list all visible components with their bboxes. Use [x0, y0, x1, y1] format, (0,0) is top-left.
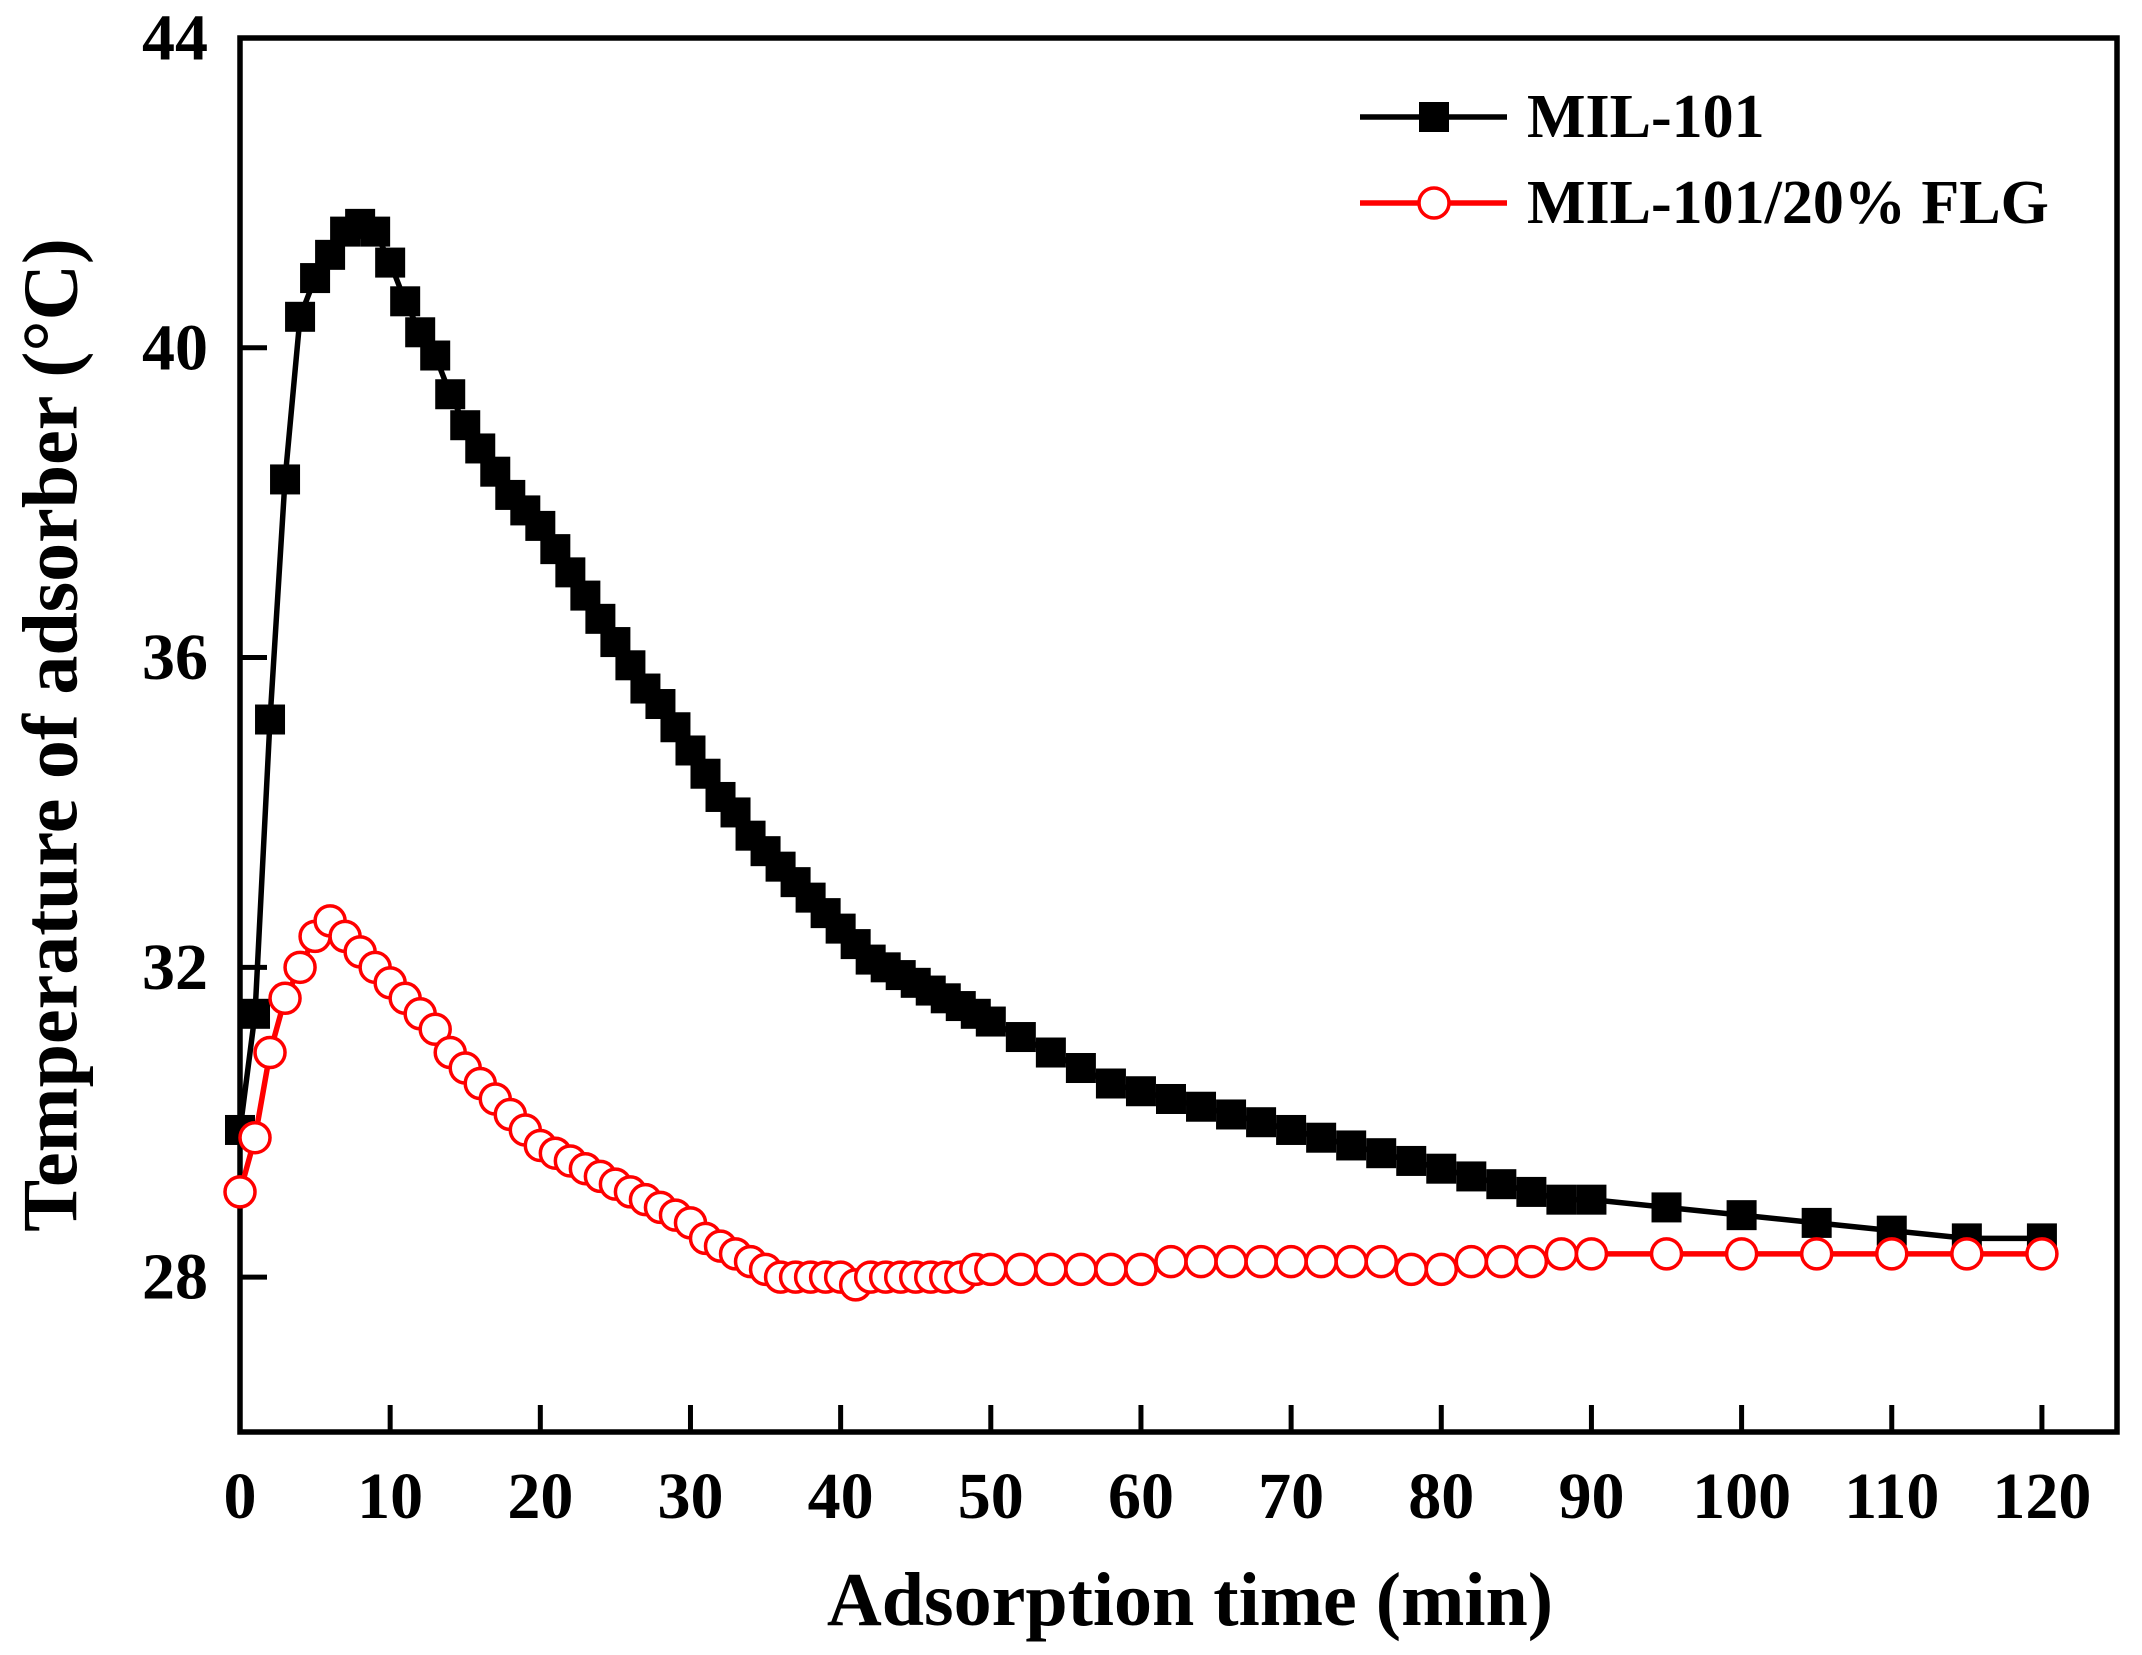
- data-point-mil-101: [1366, 1138, 1397, 1169]
- data-point-mil-101-20-flg: [283, 950, 317, 985]
- data-point-mil-101-20-flg: [1574, 1237, 1609, 1271]
- data-point-mil-101-20-flg: [223, 1175, 257, 1209]
- data-point-mil-101: [375, 247, 406, 278]
- data-point-mil-101-20-flg: [1364, 1244, 1398, 1279]
- data-point-mil-101-20-flg: [1334, 1244, 1368, 1279]
- legend-entry-mil-101-20-flg: MIL-101/20% FLG: [1360, 169, 2049, 237]
- data-point-mil-101-20-flg: [1394, 1252, 1428, 1287]
- data-point-mil-101-20-flg: [1454, 1244, 1489, 1279]
- data-point-mil-101-20-flg: [418, 1012, 452, 1047]
- data-point-mil-101: [1336, 1130, 1367, 1161]
- legend: MIL-101 MIL-101/20% FLG: [1360, 83, 2049, 237]
- data-point-mil-101: [255, 704, 286, 735]
- data-point-mil-101: [435, 379, 466, 410]
- data-point-mil-101-20-flg: [1484, 1244, 1519, 1279]
- data-point-mil-101: [1095, 1068, 1126, 1099]
- series-mil-101: [225, 208, 2057, 1254]
- legend-entry-mil-101: MIL-101: [1360, 83, 1765, 151]
- x-tick-label: 120: [1992, 1460, 2091, 1533]
- data-point-mil-101: [360, 216, 391, 247]
- data-point-mil-101: [1426, 1153, 1457, 1184]
- data-point-mil-101: [1246, 1107, 1277, 1138]
- data-point-mil-101: [1726, 1200, 1757, 1231]
- data-point-mil-101-20-flg: [268, 981, 302, 1016]
- series-mil-101-20-flg: [223, 904, 2059, 1302]
- data-point-mil-101-20-flg: [1799, 1237, 1834, 1271]
- data-point-mil-101-20-flg: [1950, 1237, 1984, 1271]
- data-point-mil-101-20-flg: [1004, 1252, 1038, 1287]
- data-point-mil-101-20-flg: [1649, 1237, 1684, 1271]
- data-point-mil-101: [1216, 1099, 1247, 1130]
- x-tick-label: 10: [357, 1460, 423, 1533]
- y-tick-label: 36: [142, 621, 208, 694]
- legend-circle-marker: [1417, 186, 1451, 220]
- plot-frame: [237, 35, 2120, 1435]
- data-point-mil-101: [1065, 1053, 1096, 1084]
- y-axis-label: Temperature of adsorber (°C): [7, 238, 94, 1232]
- data-point-mil-101: [270, 464, 301, 495]
- data-point-mil-101: [1516, 1176, 1547, 1207]
- x-tick-label: 0: [224, 1460, 257, 1533]
- data-point-mil-101: [1801, 1207, 1832, 1238]
- data-point-mil-101: [1186, 1091, 1217, 1122]
- legend-label-mil-101-20-flg: MIL-101/20% FLG: [1527, 169, 2049, 237]
- data-point-mil-101: [1125, 1076, 1156, 1107]
- data-point-mil-101-20-flg: [1184, 1244, 1218, 1279]
- data-point-mil-101-20-flg: [1274, 1244, 1308, 1279]
- y-tick-label: 40: [142, 311, 208, 384]
- x-axis-label: Adsorption time (min): [827, 1558, 1553, 1642]
- data-point-mil-101-20-flg: [1724, 1237, 1759, 1271]
- data-point-mil-101: [975, 1006, 1006, 1037]
- data-point-mil-101: [1155, 1083, 1186, 1114]
- x-tick-label: 60: [1108, 1460, 1174, 1533]
- data-point-mil-101: [1651, 1192, 1682, 1223]
- axis-ticks: 0 10 20 30 40 50 60 70 80 90 100 110 120 28 32 36 40 44: [142, 2, 2091, 1534]
- data-point-mil-101: [1005, 1022, 1036, 1053]
- data-point-mil-101: [1546, 1184, 1577, 1215]
- data-point-mil-101: [1035, 1037, 1066, 1068]
- data-point-mil-101: [1486, 1169, 1517, 1200]
- data-point-mil-101-20-flg: [253, 1035, 287, 1070]
- data-point-mil-101: [420, 340, 451, 371]
- x-tick-label: 70: [1258, 1460, 1324, 1533]
- data-point-mil-101: [1576, 1184, 1607, 1215]
- data-point-mil-101-20-flg: [1424, 1252, 1459, 1287]
- data-point-mil-101-20-flg: [1154, 1244, 1188, 1279]
- data-point-mil-101-20-flg: [1064, 1252, 1098, 1287]
- legend-square-marker: [1419, 102, 1449, 132]
- data-point-mil-101-20-flg: [2025, 1237, 2059, 1271]
- data-point-mil-101-20-flg: [1124, 1252, 1158, 1287]
- x-tick-label: 110: [1844, 1460, 1939, 1533]
- data-point-mil-101-20-flg: [1514, 1244, 1549, 1279]
- x-tick-label: 80: [1408, 1460, 1474, 1533]
- x-tick-label: 50: [958, 1460, 1024, 1533]
- data-point-mil-101: [1306, 1122, 1337, 1153]
- data-point-mil-101: [1456, 1161, 1487, 1192]
- data-point-mil-101-20-flg: [1875, 1237, 1909, 1271]
- x-tick-label: 30: [657, 1460, 723, 1533]
- data-point-mil-101: [240, 998, 271, 1029]
- y-tick-label: 28: [142, 1241, 208, 1314]
- data-point-mil-101: [1276, 1114, 1307, 1145]
- y-tick-label: 44: [142, 2, 208, 75]
- data-point-mil-101-20-flg: [1304, 1244, 1338, 1279]
- x-tick-label: 90: [1558, 1460, 1624, 1533]
- y-tick-label: 32: [142, 931, 208, 1004]
- data-point-mil-101-20-flg: [1094, 1252, 1128, 1287]
- legend-label-mil-101: MIL-101: [1527, 83, 1765, 151]
- x-tick-label: 20: [507, 1460, 573, 1533]
- data-point-mil-101-20-flg: [1214, 1244, 1248, 1279]
- data-point-mil-101: [1396, 1145, 1427, 1176]
- x-tick-label: 40: [808, 1460, 874, 1533]
- data-series: [223, 208, 2059, 1302]
- data-point-mil-101: [285, 301, 316, 332]
- data-point-mil-101-20-flg: [974, 1252, 1008, 1287]
- data-point-mil-101-20-flg: [1244, 1244, 1278, 1279]
- data-point-mil-101: [390, 286, 421, 317]
- x-tick-label: 100: [1692, 1460, 1791, 1533]
- data-point-mil-101-20-flg: [1034, 1252, 1068, 1287]
- data-point-mil-101-20-flg: [1544, 1237, 1579, 1271]
- data-point-mil-101-20-flg: [238, 1120, 272, 1155]
